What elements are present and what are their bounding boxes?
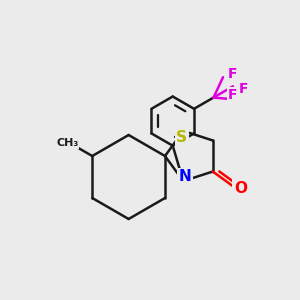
Text: F: F [239,82,248,96]
Text: CH₃: CH₃ [56,138,78,148]
Text: S: S [176,130,187,145]
Text: N: N [178,169,191,184]
Text: F: F [228,88,238,102]
Text: F: F [227,67,237,81]
Text: O: O [234,181,247,196]
